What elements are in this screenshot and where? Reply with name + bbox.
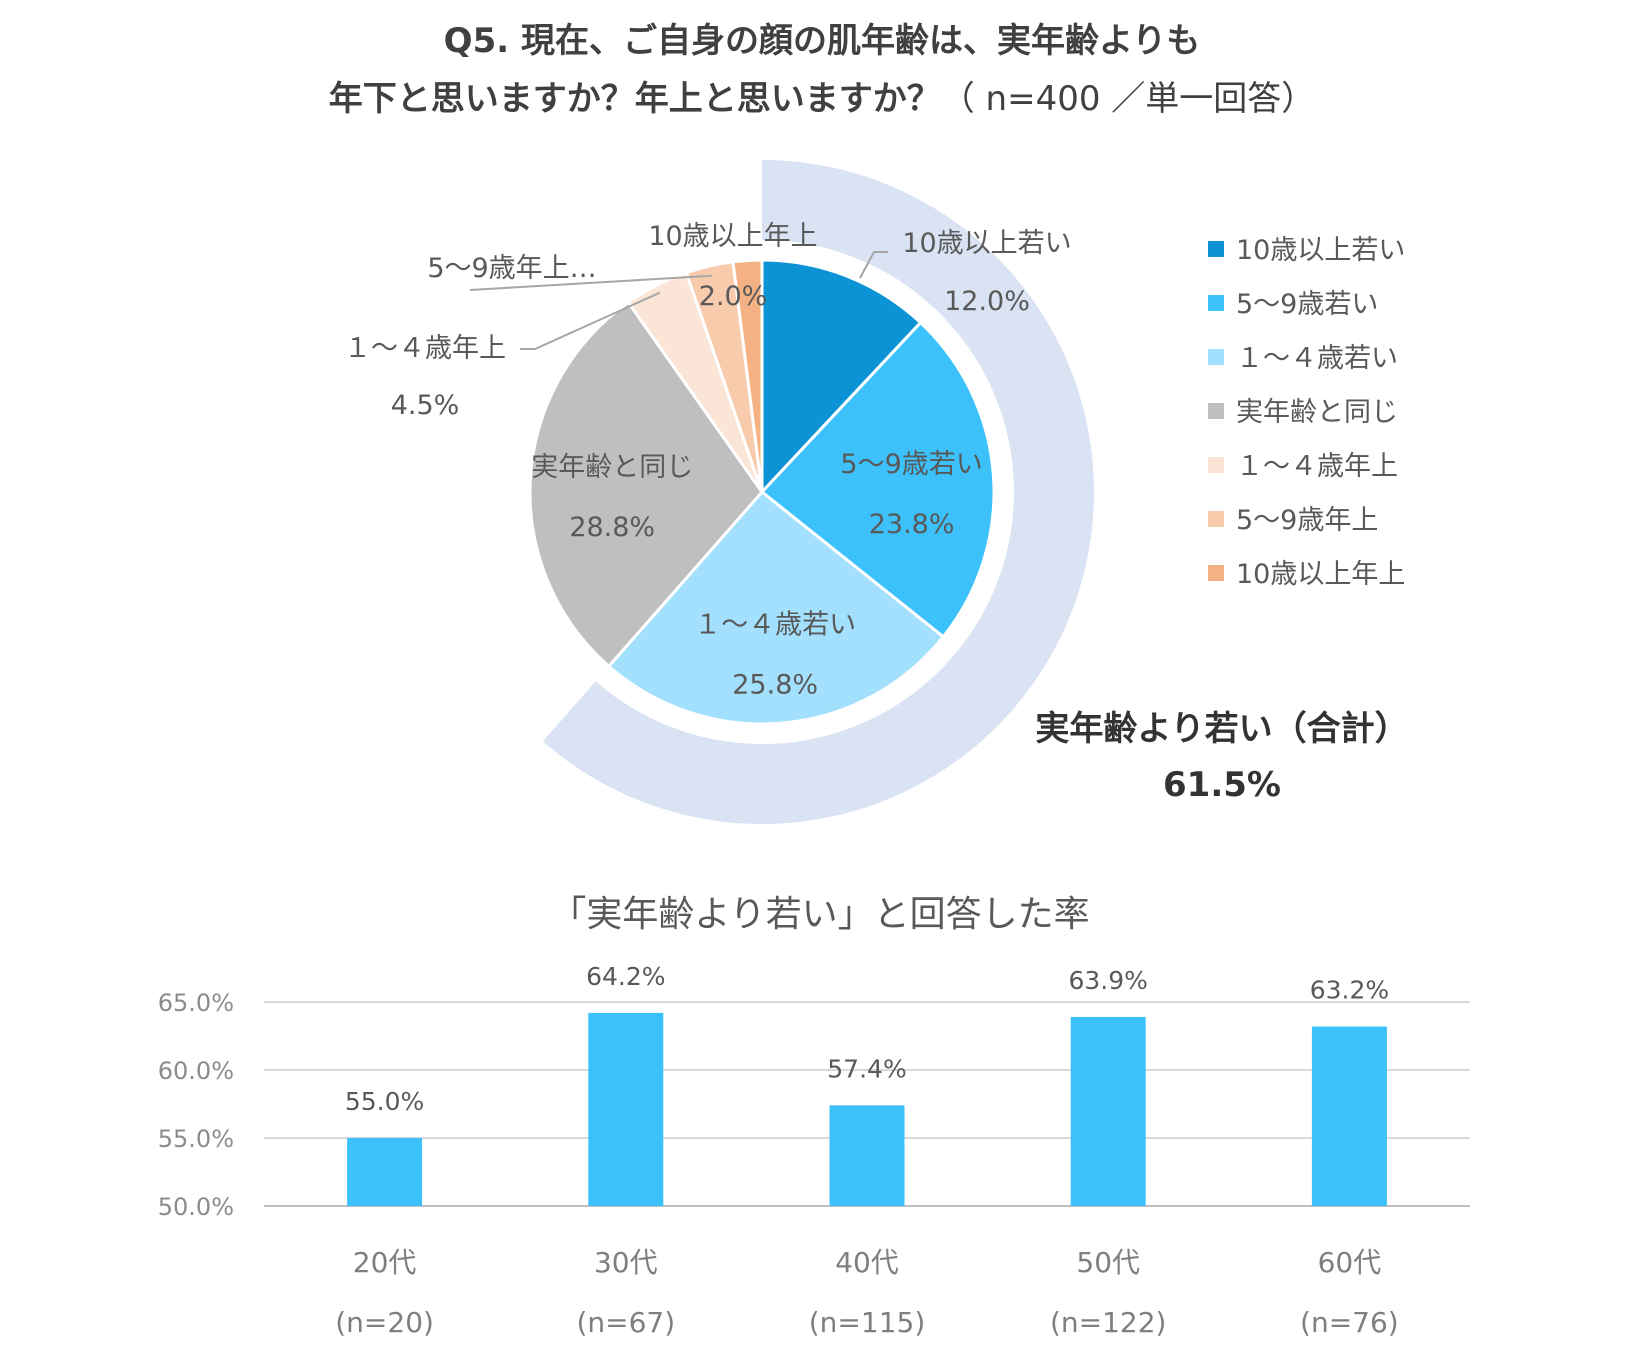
chart-title-line1: Q5. 現在、ご自身の顔の肌年齢は、実年齢よりも [444,21,1201,61]
x-tick-label-2: 30代 [594,1246,658,1279]
bar-value-label-3: 57.4% [827,1054,906,1083]
bar-x-axis: 20代 (n=20) 30代 (n=67) 40代 (n=115) 50代 (n=122) 60… [335,1246,1398,1339]
pie-label-name-1: 10歳以上若い [902,228,1071,259]
pie-slice-2 [760,321,996,639]
x-tick-sublabel-5: (n=76) [1300,1306,1399,1339]
legend-label-5: １〜４歳年上 [1236,451,1398,482]
x-tick-label-4: 50代 [1076,1246,1140,1279]
legend-label-7: 10歳以上年上 [1236,559,1405,590]
bar-5 [1311,1026,1387,1206]
x-tick-label-3: 40代 [835,1246,899,1279]
bar-3 [829,1105,905,1206]
pie-leader-6 [469,274,712,291]
pie-label-value-4: 28.8% [569,512,655,543]
pie-slice-3 [607,490,945,726]
legend-label-6: 5〜9歳年上 [1236,505,1378,536]
chart-title-line2-note: （ n=400 ／単一回答） [941,79,1316,119]
bar-y-axis: 50.0% 55.0% 60.0% 65.0% [158,989,234,1221]
pie-label-name-4: 実年齢と同じ [531,452,693,483]
bar-value-label-2: 64.2% [586,962,665,991]
pie-slice-1 [760,258,923,494]
legend-label-1: 10歳以上若い [1236,235,1405,266]
pie-label-value-1: 12.0% [944,286,1030,317]
bar-2 [588,1012,664,1206]
bar-value-label-1: 55.0% [345,1087,424,1116]
legend-swatch-4 [1208,403,1224,419]
bar-value-label-4: 63.9% [1068,966,1147,995]
pie-label-value-2: 23.8% [869,509,955,540]
pie-label-value-7: 2.0% [699,281,768,312]
legend-label-2: 5〜9歳若い [1236,289,1378,320]
x-tick-label-5: 60代 [1318,1246,1382,1279]
x-tick-sublabel-4: (n=122) [1050,1306,1167,1339]
bar-chart-title: 「実年齢より若い」と回答した率 [550,894,1089,935]
pie-leader-5 [520,291,661,350]
chart-title-line2-question: 年下と思いますか？年上と思いますか？ [329,79,941,119]
pie-slices [528,258,996,726]
pie-leader-lines [469,251,888,350]
chart-title-line2: 年下と思いますか？年上と思いますか？（ n=400 ／単一回答） [329,79,1316,119]
pie-slice-labels: 10歳以上若い 12.0% 5〜9歳若い 23.8% １〜４歳若い 25.8% 実年齢と同じ… [344,221,1072,700]
legend-label-4: 実年齢と同じ [1236,397,1398,428]
legend-label-3: １〜４歳若い [1236,343,1398,374]
legend-swatch-3 [1208,349,1224,365]
pie-label-name-3: １〜４歳若い [694,609,856,640]
y-tick-label-1: 50.0% [158,1193,234,1221]
pie-label-name-7: 10歳以上年上 [648,221,817,252]
young-total-ring-arc [542,160,1095,824]
bar-series: 55.0% 64.2% 57.4% 63.9% 63.2% [345,962,1389,1206]
y-tick-label-2: 55.0% [158,1125,234,1153]
pie-label-name-6: 5〜9歳年上… [427,253,596,284]
pie-label-value-3: 25.8% [732,669,818,700]
pie-label-value-5: 4.5% [391,390,460,421]
young-total-ring [542,160,1095,824]
legend-swatch-7 [1208,565,1224,581]
pie-label-name-5: １〜４歳年上 [344,333,506,364]
x-tick-label-1: 20代 [353,1246,417,1279]
x-tick-sublabel-2: (n=67) [576,1306,675,1339]
y-tick-label-4: 65.0% [158,989,234,1017]
pie-leader-1 [859,251,888,279]
x-tick-sublabel-3: (n=115) [809,1306,926,1339]
pie-slice-4 [528,300,764,668]
legend-swatch-6 [1208,511,1224,527]
bar-4 [1070,1016,1146,1206]
young-total-label: 実年齢より若い（合計） [1035,709,1408,749]
x-tick-sublabel-1: (n=20) [335,1306,434,1339]
legend-swatch-5 [1208,457,1224,473]
legend-swatch-2 [1208,295,1224,311]
bar-value-label-5: 63.2% [1310,975,1389,1004]
bar-1 [347,1138,423,1206]
legend-swatch-1 [1208,241,1224,257]
pie-slice-7 [731,258,764,494]
pie-label-name-2: 5〜9歳若い [840,449,982,480]
y-tick-label-3: 60.0% [158,1057,234,1085]
young-total-value: 61.5% [1163,765,1281,805]
